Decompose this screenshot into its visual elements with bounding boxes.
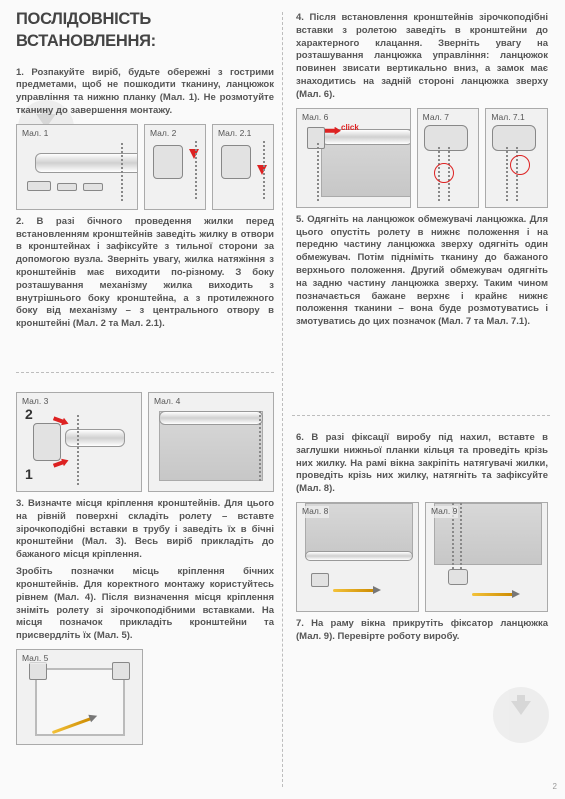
horizontal-divider-right (292, 415, 550, 416)
section-right-bottom: 6. В разі фіксації виробу під нахил, вст… (296, 428, 548, 648)
figure-8: Мал. 8 (296, 502, 419, 612)
figure-row-2: Мал. 3 2 1 Мал. 4 (16, 392, 274, 492)
step-1-text: 1. Розпакуйте виріб, будьте обережні з г… (16, 67, 274, 118)
figure-label: Мал. 9 (430, 506, 458, 517)
figure-5: Мал. 5 (16, 649, 143, 745)
watermark-icon (493, 687, 549, 743)
step-3a-text: 3. Визначте місця кріплення кронштейнів.… (16, 498, 274, 562)
figure-row-3: Мал. 5 (16, 649, 274, 745)
figure-2: Мал. 2 (144, 124, 206, 210)
figure-6: Мал. 6 click (296, 108, 411, 208)
step-4-text: 4. Після встановлення кронштейнів зірочк… (296, 12, 548, 102)
step-5-text: 5. Одягніть на ланцюжок обмежувачі ланцю… (296, 214, 548, 329)
figure-label: Мал. 7 (422, 112, 450, 123)
horizontal-divider-left (16, 372, 274, 373)
step-7-text: 7. На раму вікна прикрутіть фіксатор лан… (296, 618, 548, 644)
figure-9: Мал. 9 (425, 502, 548, 612)
click-label: click (341, 123, 359, 134)
page-title: ПОСЛІДОВНІСТЬ ВСТАНОВЛЕННЯ: (16, 8, 274, 53)
figure-label: Мал. 2 (149, 128, 177, 139)
step-3b-text: Зробіть позначки місць кріплення бічних … (16, 566, 274, 643)
figure-label: Мал. 4 (153, 396, 181, 407)
figure-label: Мал. 3 (21, 396, 49, 407)
figure-label: Мал. 5 (21, 653, 49, 664)
step-6-text: 6. В разі фіксації виробу під нахил, вст… (296, 432, 548, 496)
figure-1: Мал. 1 (16, 124, 138, 210)
step-2-text: 2. В разі бічного проведення жилки перед… (16, 216, 274, 331)
figure-row-1: Мал. 1 Мал. 2 Мал. 2.1 (16, 124, 274, 210)
figure-label: Мал. 2.1 (217, 128, 252, 139)
figure-label: Мал. 8 (301, 506, 329, 517)
figure-row-5: Мал. 8 Мал. 9 (296, 502, 548, 612)
vertical-divider (282, 12, 283, 787)
figure-3: Мал. 3 2 1 (16, 392, 142, 492)
figure-label: Мал. 7.1 (490, 112, 525, 123)
section-left-top: ПОСЛІДОВНІСТЬ ВСТАНОВЛЕННЯ: 1. Розпакуйт… (16, 8, 274, 335)
section-left-bottom: Мал. 3 2 1 Мал. 4 3. Визначте місця кріп… (16, 386, 274, 751)
section-right-top: 4. Після встановлення кронштейнів зірочк… (296, 8, 548, 333)
figure-2-1: Мал. 2.1 (212, 124, 274, 210)
figure-label: Мал. 6 (301, 112, 329, 123)
page-number: 2 (553, 782, 557, 793)
figure-row-4: Мал. 6 click Мал. 7 Мал. 7.1 (296, 108, 548, 208)
figure-7-1: Мал. 7.1 (485, 108, 548, 208)
figure-7: Мал. 7 (417, 108, 480, 208)
figure-4: Мал. 4 (148, 392, 274, 492)
figure-label: Мал. 1 (21, 128, 49, 139)
